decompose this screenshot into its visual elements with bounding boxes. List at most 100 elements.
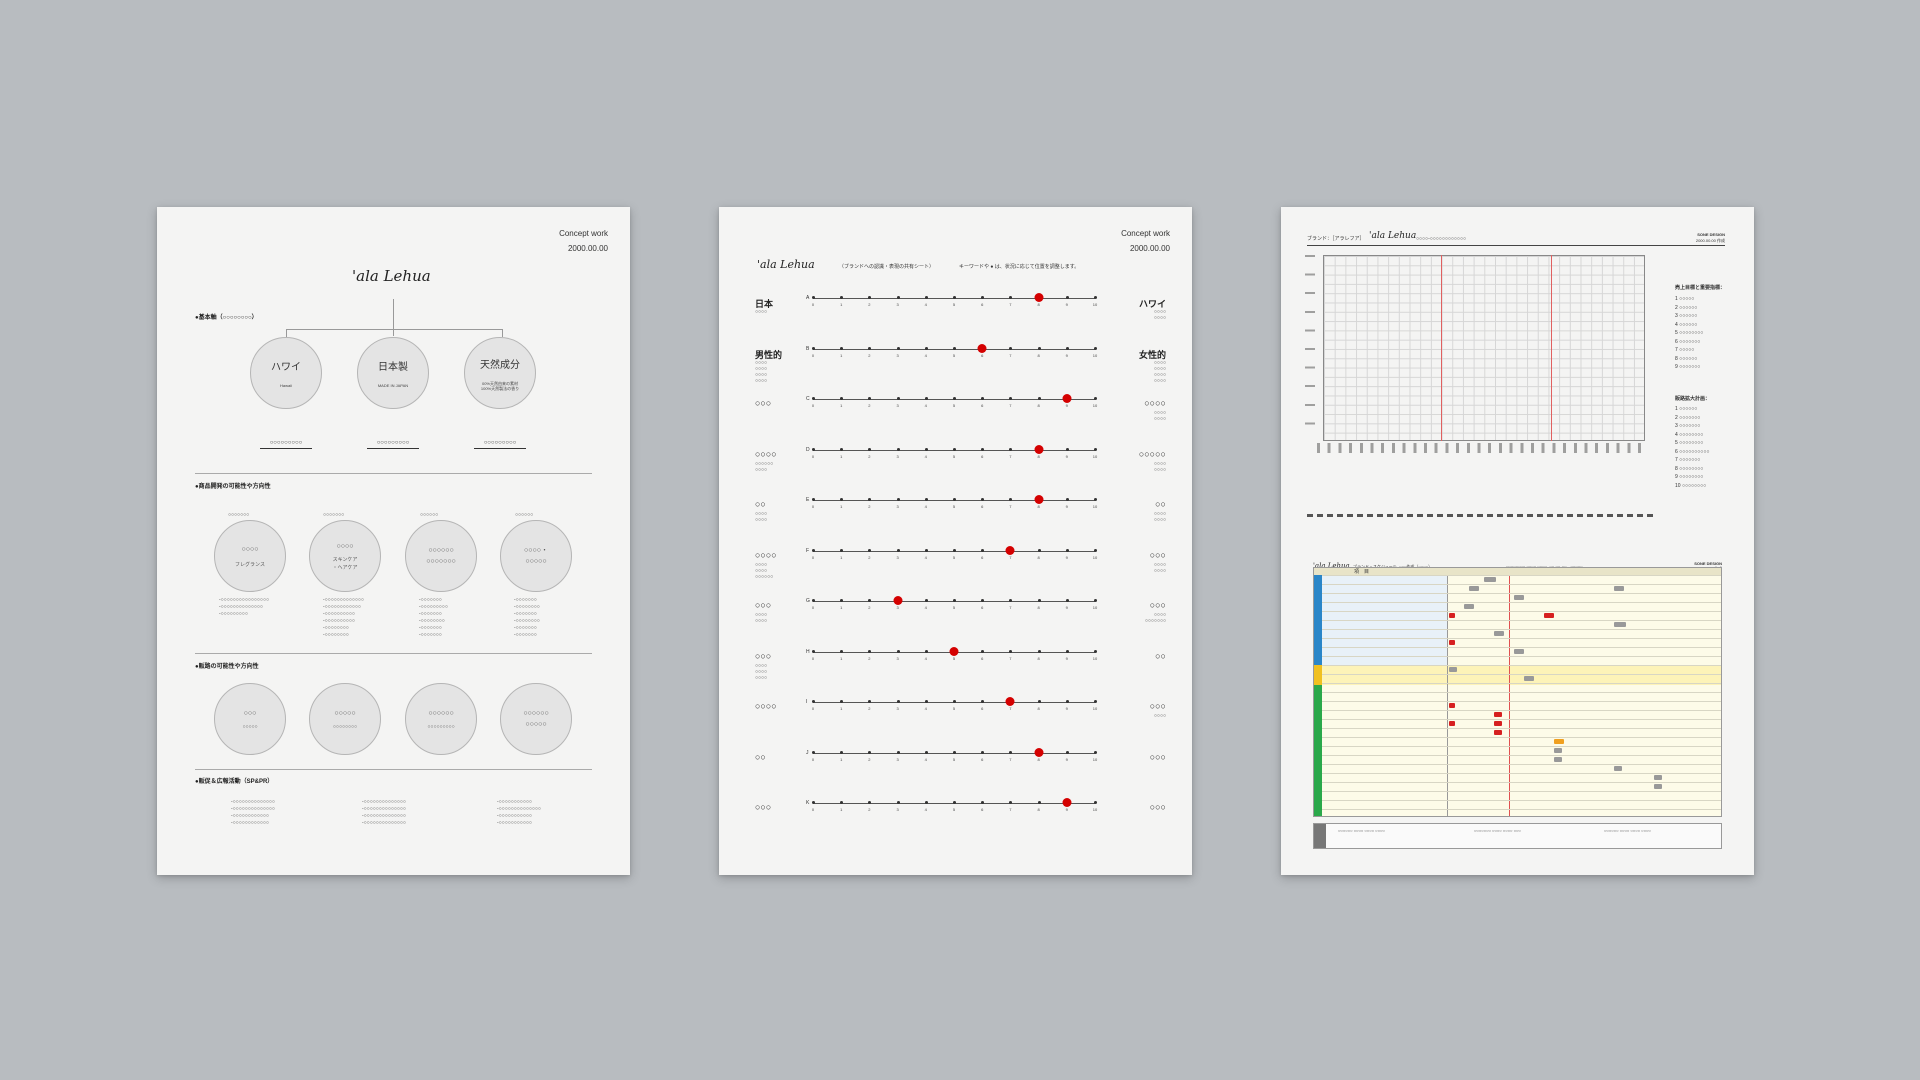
scale-tick <box>812 801 815 804</box>
scale-left-label: ○○ <box>755 499 766 509</box>
scale-position-marker[interactable] <box>1062 394 1072 403</box>
scale-tick <box>868 397 872 400</box>
scale-tick <box>1037 397 1041 400</box>
schedule-row-line <box>1322 602 1721 603</box>
scale-tick-label: 4 <box>924 807 927 812</box>
scale-tick-label: 3 <box>896 706 899 711</box>
scale-tick-label: 1 <box>840 605 843 610</box>
scale-tick-label: 9 <box>1065 504 1068 509</box>
product-circle-4: ○○○○・ ○○○○○ <box>500 520 572 592</box>
legend-item: ○○○○○○○ ○○○○ ○○○○ ○○○ <box>1474 828 1521 833</box>
scale-tick <box>924 801 928 804</box>
scale-position-marker[interactable] <box>1005 697 1015 706</box>
scale-tick <box>953 548 956 552</box>
scale-letter: H <box>806 648 810 655</box>
scale-tick-label: 6 <box>981 756 984 762</box>
schedule-row-line <box>1322 701 1721 702</box>
scale-tick-label: 6 <box>981 302 984 307</box>
scale-tick <box>812 498 815 501</box>
scale-tick <box>896 346 900 350</box>
scale-tick-label: 3 <box>896 756 899 762</box>
scale-tick-label: 4 <box>924 706 927 711</box>
scale-tick <box>812 397 815 400</box>
scale-tick <box>868 447 872 451</box>
scale-tick-label: 9 <box>1065 403 1068 408</box>
scale-left-sub: ○○○○ ○○○○ <box>755 612 768 624</box>
scale-tick <box>1065 447 1069 451</box>
scale-left-sub: ○○○○ <box>755 309 768 315</box>
scale-tick <box>1065 548 1069 552</box>
product-circle-3: ○○○○○○ ○○○○○○○ <box>405 520 477 592</box>
schedule-task-chip <box>1554 757 1562 762</box>
scale-row: ○○○○ ○○○○ ○○○○ ○○○○○○ ○○○ ○○○○ ○○○○ F 0 1 2 3 4 5 6… <box>755 545 1166 580</box>
scale-tick-label: 7 <box>1009 302 1012 307</box>
scale-letter: G <box>806 598 810 604</box>
scale-position-marker[interactable] <box>1034 444 1044 454</box>
schedule-legend: ○○○○○○ ○○○○ ○○○○ ○○○○ ○○○○○○○ ○○○○ ○○○○ … <box>1313 823 1722 849</box>
scale-tick <box>924 599 928 602</box>
scale-tick <box>981 447 985 451</box>
scale-left-label: 日本 <box>755 299 774 309</box>
scale-position-marker[interactable] <box>1034 747 1044 757</box>
scale-tick-label: 1 <box>840 504 843 509</box>
scale-tick <box>868 346 872 350</box>
scale-tick-label: 5 <box>952 504 956 509</box>
scale-position-marker[interactable] <box>977 343 987 353</box>
scale-tick-label: 3 <box>896 504 899 509</box>
scale-tick <box>1037 346 1041 350</box>
schedule-task-chip <box>1614 586 1624 591</box>
scale-left-sub: ○○○○ ○○○○ <box>755 511 768 523</box>
schedule-row-line <box>1322 755 1721 756</box>
channel-circle-4: ○○○○○○ ○○○○○ <box>500 683 572 755</box>
scale-tick <box>953 750 956 754</box>
scale-tick <box>1094 397 1097 400</box>
scale-tick-label: 5 <box>952 807 956 812</box>
scale-right-label: ○○○ <box>1149 701 1166 711</box>
scale-tick-label: 5 <box>952 554 956 560</box>
scale-tick-label: 5 <box>952 605 956 610</box>
scale-position-marker[interactable] <box>1005 545 1015 555</box>
scale-position-marker[interactable] <box>893 596 903 605</box>
scale-tick <box>896 801 900 804</box>
scale-position-marker[interactable] <box>949 646 959 656</box>
scale-position-marker[interactable] <box>1034 495 1044 504</box>
grid-y-labels <box>1305 255 1315 441</box>
connector <box>286 329 502 330</box>
scale-tick <box>840 498 844 501</box>
scale-tick-label: 3 <box>896 352 899 358</box>
scale-tick <box>868 649 872 653</box>
scale-tick-label: 2 <box>868 605 871 610</box>
scale-right-label: 女性的 <box>1138 349 1166 360</box>
scale-tick <box>896 548 900 552</box>
grid-marker-line <box>1441 255 1442 441</box>
scale-tick <box>1009 296 1013 299</box>
scale-tick-label: 3 <box>896 807 899 812</box>
scale-tick-label: 4 <box>924 352 927 358</box>
schedule-row-line <box>1322 683 1721 684</box>
scale-row: ○○○ ○○○○ ○○○○ ○○○ ○○○○ ○○○○○○○ G 0 1 2 3 4 5 6 7 8 9 10 <box>755 596 1166 630</box>
scale-position-marker[interactable] <box>1034 293 1044 302</box>
scale-tick <box>1009 599 1013 602</box>
scale-position-marker[interactable] <box>1062 798 1072 807</box>
scale-right-label: ○○ <box>1155 650 1166 661</box>
scale-right-sub: ○○○○ ○○○○ <box>1153 309 1166 321</box>
scale-tick-label: 5 <box>952 453 956 459</box>
schedule-task-chip <box>1554 748 1562 753</box>
promo-list: -○○○○○○○○○○○○○○ -○○○○○○○○○○○○○○ -○○○○○○○… <box>362 799 406 826</box>
scale-tick <box>896 296 900 299</box>
schedule-task-chip <box>1524 676 1534 681</box>
schedule-task-chip <box>1449 613 1455 618</box>
scale-tick <box>812 649 815 653</box>
scale-right-label: ○○○ <box>1149 549 1166 560</box>
sheet-subtitle: （ブランドへの認識・表現の共有シート） <box>839 264 935 270</box>
scale-tick <box>840 447 844 451</box>
scale-tick-label: 10 <box>1092 655 1098 661</box>
scale-tick-label: 2 <box>868 302 871 307</box>
scale-tick <box>812 548 815 552</box>
scale-tick-label: 10 <box>1092 302 1098 307</box>
today-line <box>1509 575 1510 816</box>
schedule-task-chip <box>1469 586 1479 591</box>
scale-tick <box>953 397 956 400</box>
schedule-row-line <box>1322 674 1721 675</box>
scale-tick <box>896 397 900 400</box>
